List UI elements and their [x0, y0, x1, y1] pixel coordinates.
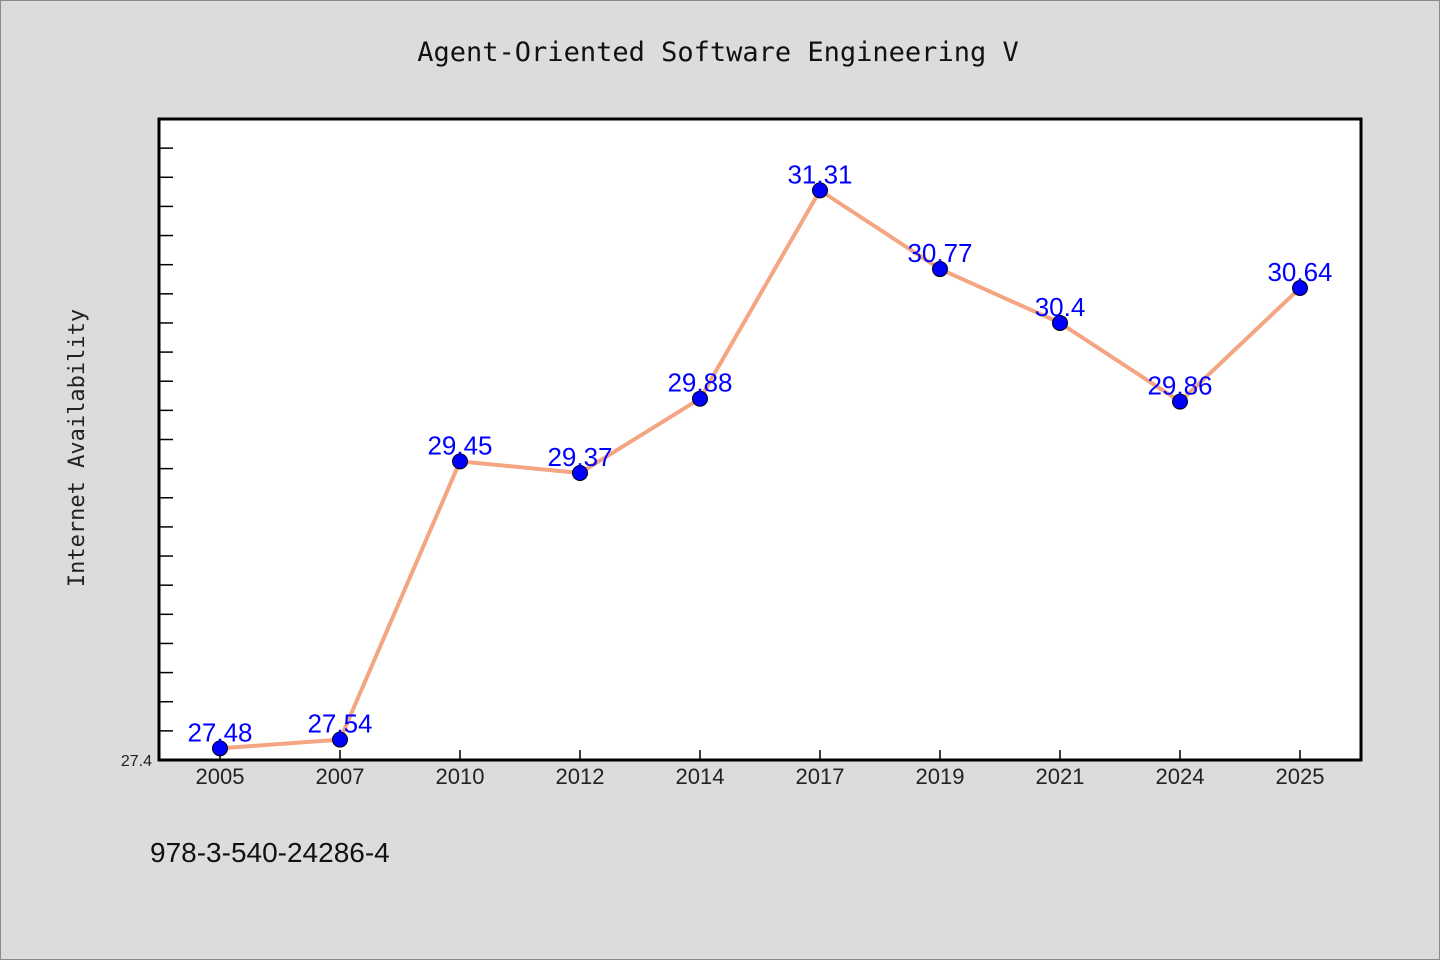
y-axis-tick-labels: 27.4 [121, 753, 152, 770]
data-label: 30.4 [1035, 292, 1086, 322]
data-label: 27.48 [187, 717, 252, 747]
data-point [452, 453, 468, 470]
x-tick-label: 2025 [1276, 764, 1325, 789]
data-label: 29.86 [1147, 371, 1212, 401]
x-tick-label: 2019 [916, 764, 965, 789]
y-axis-label: Internet Availability [65, 309, 90, 587]
data-label: 27.54 [307, 709, 372, 739]
x-tick-label: 2017 [796, 764, 845, 789]
x-axis-ticks: 2005 2007 2010 2012 2014 2017 2019 2021 2024 2025 [196, 750, 1325, 789]
y-tick-label: 27.4 [121, 753, 152, 770]
plot-area [159, 119, 1361, 760]
data-markers [212, 182, 1308, 757]
data-point [1052, 314, 1068, 331]
x-tick-label: 2024 [1156, 764, 1205, 789]
data-label: 31.31 [787, 159, 852, 189]
data-point [332, 731, 348, 748]
data-point [572, 465, 588, 482]
series-line [219, 188, 1302, 751]
x-tick-label: 2021 [1036, 764, 1085, 789]
data-point [692, 390, 708, 407]
data-label: 30.64 [1267, 257, 1332, 287]
isbn-footer: 978-3-540-24286-4 [150, 837, 390, 868]
data-point [932, 261, 948, 278]
x-tick-label: 2012 [556, 764, 605, 789]
data-label: 29.45 [427, 430, 492, 460]
chart-title: Agent-Oriented Software Engineering V [417, 37, 1018, 68]
data-point [1172, 393, 1188, 410]
x-tick-label: 2005 [196, 764, 245, 789]
data-point [212, 740, 228, 757]
x-tick-label: 2010 [436, 764, 485, 789]
y-minor-ticks [159, 147, 173, 732]
data-label: 30.77 [907, 238, 972, 268]
data-point [812, 182, 828, 199]
x-tick-label: 2014 [676, 764, 725, 789]
data-label: 29.37 [547, 442, 612, 472]
data-labels: 27.48 27.54 29.45 29.37 29.88 31.31 30.77 30.4 2… [187, 159, 1332, 747]
plot-border [157, 117, 1363, 762]
data-label: 29.88 [667, 368, 732, 398]
data-point [1292, 279, 1308, 296]
x-tick-label: 2007 [316, 764, 365, 789]
